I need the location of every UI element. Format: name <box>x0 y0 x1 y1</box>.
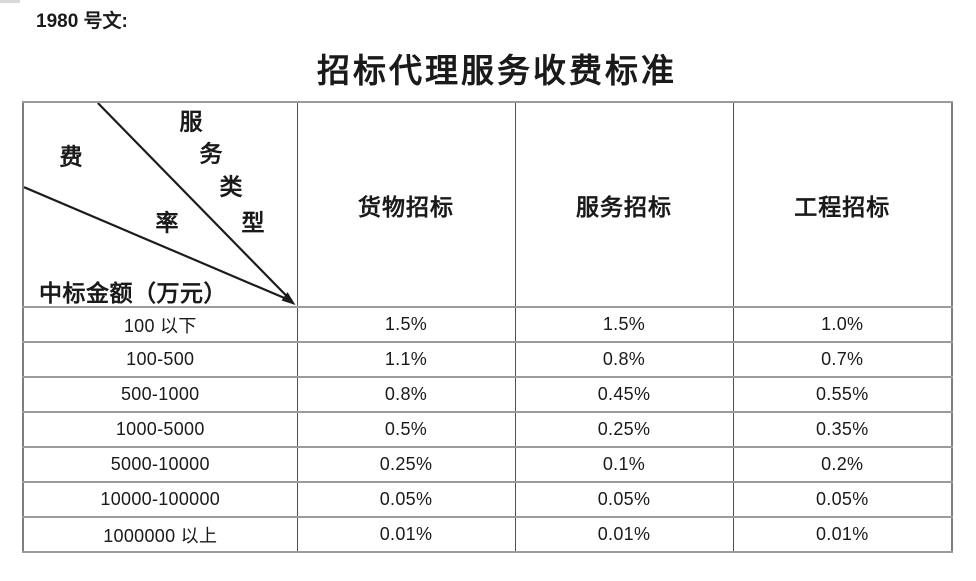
fee-value: 0.05% <box>732 481 953 518</box>
fee-value: 0.5% <box>296 411 516 448</box>
table-row: 5000-10000 0.25% 0.1% 0.2% <box>22 446 953 483</box>
fee-standard-table: 服 务 类 型 费 率 中标金额（万元） 货物招标 服务招标 工程招标 100 … <box>22 101 953 553</box>
header-row: 服 务 类 型 费 率 中标金额（万元） 货物招标 服务招标 工程招标 <box>22 101 953 308</box>
fee-value: 0.2% <box>732 446 953 483</box>
fee-value: 0.01% <box>296 516 516 553</box>
service-type-char: 服 <box>179 109 203 135</box>
column-header-goods: 货物招标 <box>296 101 516 308</box>
fee-value: 0.05% <box>514 481 734 518</box>
diagonal-lines-icon <box>24 103 296 306</box>
table-row: 1000-5000 0.5% 0.25% 0.35% <box>22 411 953 448</box>
fee-value: 0.55% <box>732 376 953 413</box>
fee-value: 0.45% <box>514 376 734 413</box>
fee-value: 1.5% <box>514 306 734 343</box>
column-header-service: 服务招标 <box>514 101 734 308</box>
row-label: 1000-5000 <box>22 411 298 448</box>
table-row: 500-1000 0.8% 0.45% 0.55% <box>22 376 953 413</box>
doc-ref-label: 1980 号文: <box>36 11 128 32</box>
row-label: 100 以下 <box>22 306 298 343</box>
doc-title: 招标代理服务收费标准 <box>317 54 677 90</box>
row-label: 10000-100000 <box>22 481 298 518</box>
amount-axis-label: 中标金额（万元） <box>39 281 227 306</box>
fee-value: 0.8% <box>296 376 516 413</box>
row-label: 5000-10000 <box>22 446 298 483</box>
service-type-char: 类 <box>219 174 243 200</box>
table-row: 1000000 以上 0.01% 0.01% 0.01% <box>22 516 953 553</box>
fee-value: 1.0% <box>732 306 953 343</box>
fee-value: 1.1% <box>296 341 516 378</box>
diagonal-header-cell: 服 务 类 型 费 率 中标金额（万元） <box>22 101 298 308</box>
fee-value: 0.01% <box>732 516 953 553</box>
arrowhead-icon <box>281 292 296 306</box>
column-header-engineering: 工程招标 <box>732 101 953 308</box>
fee-value: 0.35% <box>732 411 953 448</box>
fee-value: 0.01% <box>514 516 734 553</box>
table-row: 100 以下 1.5% 1.5% 1.0% <box>22 306 953 343</box>
fee-value: 0.25% <box>296 446 516 483</box>
service-type-char: 务 <box>199 141 223 167</box>
row-label: 100-500 <box>22 341 298 378</box>
service-type-char: 型 <box>241 210 265 236</box>
page-corner-artifact <box>0 0 20 3</box>
fee-value: 0.7% <box>732 341 953 378</box>
table-row: 100-500 1.1% 0.8% 0.7% <box>22 341 953 378</box>
row-label: 1000000 以上 <box>22 516 298 553</box>
fee-value: 0.8% <box>514 341 734 378</box>
fee-value: 1.5% <box>296 306 516 343</box>
fee-rate-char: 费 <box>59 144 83 170</box>
row-label: 500-1000 <box>22 376 298 413</box>
fee-value: 0.05% <box>296 481 516 518</box>
table-row: 10000-100000 0.05% 0.05% 0.05% <box>22 481 953 518</box>
fee-value: 0.25% <box>514 411 734 448</box>
fee-value: 0.1% <box>514 446 734 483</box>
fee-rate-char: 率 <box>155 210 179 236</box>
